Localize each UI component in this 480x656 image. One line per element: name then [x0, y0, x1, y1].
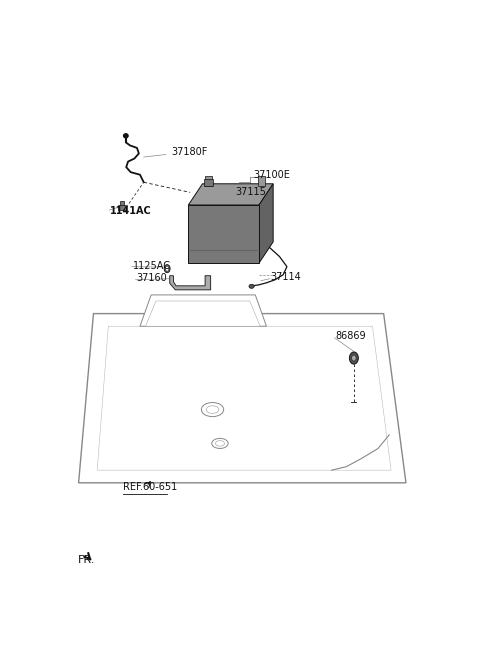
Text: 37114: 37114 [270, 272, 301, 282]
Polygon shape [259, 184, 273, 263]
Ellipse shape [124, 134, 128, 138]
Ellipse shape [206, 406, 219, 413]
Polygon shape [97, 326, 391, 470]
Circle shape [352, 355, 356, 361]
Text: 37180F: 37180F [172, 147, 208, 157]
Polygon shape [79, 314, 406, 483]
Text: 37100E: 37100E [253, 170, 290, 180]
FancyBboxPatch shape [258, 176, 265, 186]
Polygon shape [145, 301, 260, 326]
Circle shape [349, 352, 359, 364]
Polygon shape [170, 276, 211, 290]
FancyBboxPatch shape [205, 176, 212, 186]
Bar [120, 201, 124, 205]
Polygon shape [188, 205, 259, 263]
Circle shape [164, 264, 170, 273]
Text: FR.: FR. [78, 554, 95, 565]
Ellipse shape [212, 438, 228, 449]
Text: 1125AC: 1125AC [132, 260, 170, 271]
Ellipse shape [216, 441, 225, 446]
Circle shape [165, 266, 169, 271]
Text: 37115: 37115 [235, 188, 266, 197]
Text: REF.60-651: REF.60-651 [123, 482, 178, 492]
Bar [118, 205, 126, 210]
Text: 1141AC: 1141AC [110, 206, 152, 216]
Text: 86869: 86869 [335, 331, 366, 341]
Bar [204, 179, 213, 186]
Polygon shape [140, 295, 266, 326]
Polygon shape [188, 184, 273, 205]
Text: 37160: 37160 [136, 273, 167, 283]
Ellipse shape [249, 284, 254, 289]
Ellipse shape [202, 403, 224, 417]
